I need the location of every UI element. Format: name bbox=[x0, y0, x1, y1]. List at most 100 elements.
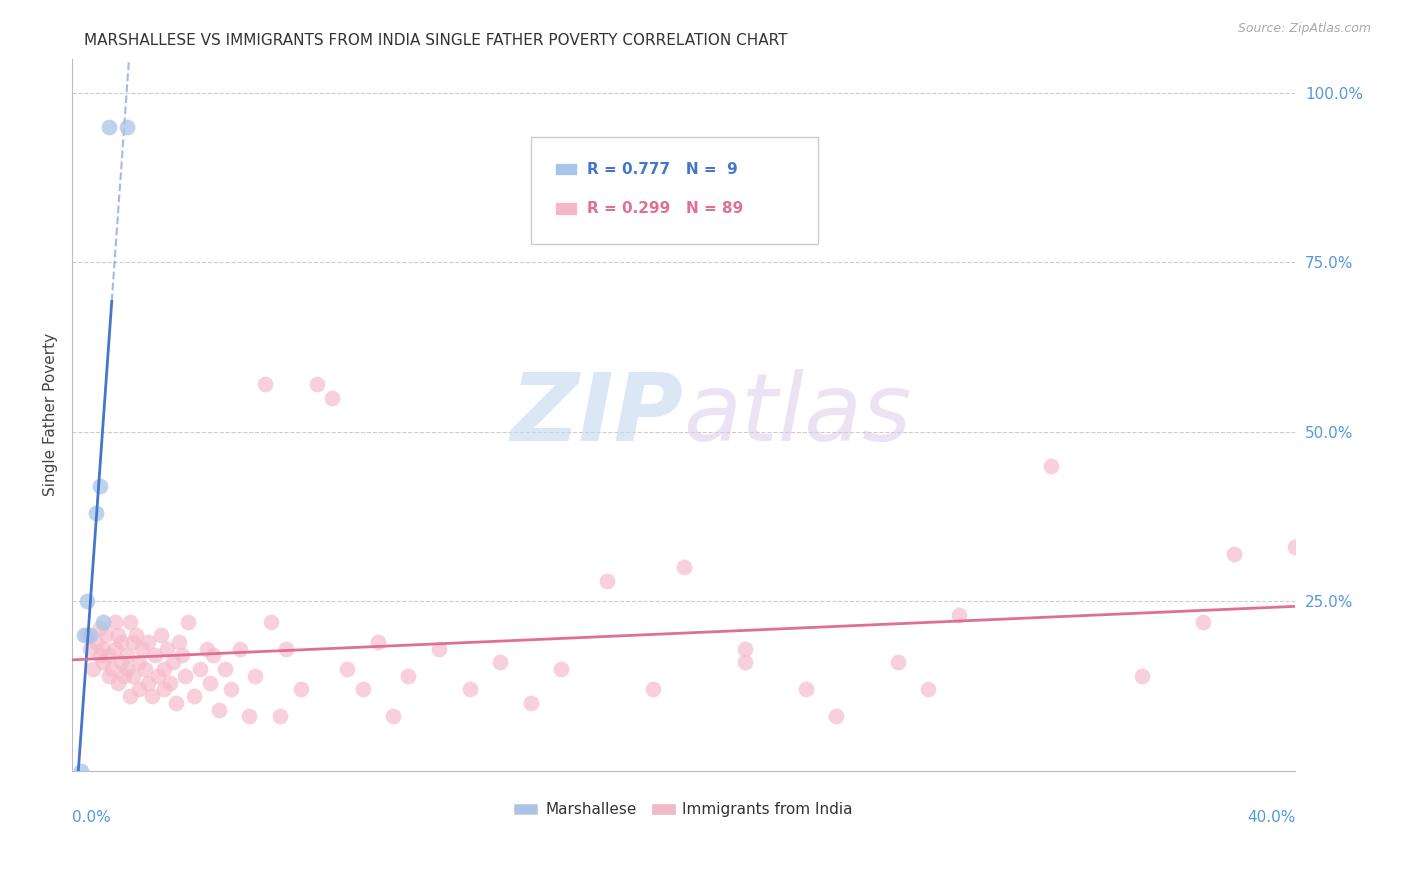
Point bbox=[131, 641, 153, 656]
Point bbox=[104, 641, 127, 656]
Point bbox=[152, 662, 174, 676]
Point bbox=[274, 641, 297, 656]
Text: ZIP: ZIP bbox=[510, 368, 683, 460]
Point bbox=[672, 560, 695, 574]
Point bbox=[596, 574, 619, 588]
Point bbox=[825, 709, 848, 723]
Point bbox=[79, 628, 101, 642]
Point bbox=[167, 635, 190, 649]
Point bbox=[641, 682, 664, 697]
Point bbox=[352, 682, 374, 697]
Point bbox=[917, 682, 939, 697]
Point bbox=[269, 709, 291, 723]
Point bbox=[86, 635, 108, 649]
Point bbox=[89, 621, 111, 635]
Point bbox=[290, 682, 312, 697]
Point bbox=[125, 628, 148, 642]
Point bbox=[91, 615, 114, 629]
Point bbox=[1130, 669, 1153, 683]
Point bbox=[245, 669, 267, 683]
Point bbox=[134, 662, 156, 676]
Point bbox=[165, 696, 187, 710]
Point bbox=[734, 655, 756, 669]
Point bbox=[110, 655, 132, 669]
Text: MARSHALLESE VS IMMIGRANTS FROM INDIA SINGLE FATHER POVERTY CORRELATION CHART: MARSHALLESE VS IMMIGRANTS FROM INDIA SIN… bbox=[84, 33, 787, 48]
Point bbox=[794, 682, 817, 697]
Point bbox=[229, 641, 252, 656]
Point bbox=[146, 669, 169, 683]
Point bbox=[238, 709, 260, 723]
Point bbox=[115, 648, 138, 663]
Point bbox=[253, 377, 276, 392]
Point bbox=[76, 628, 98, 642]
Point bbox=[149, 628, 172, 642]
Text: Source: ZipAtlas.com: Source: ZipAtlas.com bbox=[1237, 22, 1371, 36]
Point bbox=[138, 675, 160, 690]
Point bbox=[156, 641, 179, 656]
Point bbox=[76, 594, 98, 608]
Point bbox=[336, 662, 359, 676]
Point bbox=[91, 641, 114, 656]
Point bbox=[159, 675, 181, 690]
Point bbox=[128, 682, 150, 697]
Point bbox=[260, 615, 283, 629]
Point bbox=[427, 641, 450, 656]
Point bbox=[122, 635, 145, 649]
Point bbox=[177, 615, 200, 629]
Point bbox=[1192, 615, 1215, 629]
Point bbox=[183, 689, 205, 703]
Point bbox=[201, 648, 224, 663]
Point bbox=[305, 377, 328, 392]
Point bbox=[115, 662, 138, 676]
Point bbox=[214, 662, 236, 676]
Point bbox=[107, 628, 129, 642]
Point bbox=[112, 669, 135, 683]
Point bbox=[110, 635, 132, 649]
Point bbox=[198, 675, 221, 690]
Point bbox=[89, 648, 111, 663]
Point bbox=[89, 479, 111, 493]
Point bbox=[115, 120, 138, 134]
Point bbox=[128, 655, 150, 669]
Point bbox=[100, 662, 122, 676]
Point bbox=[70, 764, 93, 778]
Point bbox=[97, 120, 120, 134]
Point bbox=[79, 641, 101, 656]
Point bbox=[321, 391, 343, 405]
Point bbox=[138, 635, 160, 649]
Point bbox=[382, 709, 405, 723]
Point bbox=[91, 655, 114, 669]
Point bbox=[162, 655, 184, 669]
Text: 40.0%: 40.0% bbox=[1247, 810, 1295, 825]
Point bbox=[219, 682, 242, 697]
Point bbox=[122, 669, 145, 683]
Point bbox=[97, 669, 120, 683]
Point bbox=[550, 662, 572, 676]
Bar bbox=[555, 162, 578, 176]
Point bbox=[519, 696, 541, 710]
Point bbox=[143, 648, 166, 663]
Point bbox=[396, 669, 419, 683]
Legend: Marshallese, Immigrants from India: Marshallese, Immigrants from India bbox=[509, 797, 859, 823]
Point bbox=[208, 703, 231, 717]
Point bbox=[1284, 540, 1306, 554]
Point bbox=[734, 641, 756, 656]
Point bbox=[97, 648, 120, 663]
Point bbox=[152, 682, 174, 697]
Y-axis label: Single Father Poverty: Single Father Poverty bbox=[44, 333, 58, 496]
Point bbox=[82, 662, 104, 676]
Point bbox=[94, 628, 117, 642]
Point bbox=[1039, 458, 1062, 473]
Point bbox=[948, 607, 970, 622]
Point bbox=[886, 655, 908, 669]
Point bbox=[104, 615, 127, 629]
Point bbox=[174, 669, 197, 683]
Text: R = 0.777   N =  9: R = 0.777 N = 9 bbox=[586, 161, 738, 177]
Point bbox=[120, 615, 142, 629]
Point bbox=[141, 689, 163, 703]
Point bbox=[73, 628, 96, 642]
Text: R = 0.299   N = 89: R = 0.299 N = 89 bbox=[586, 201, 744, 216]
Text: atlas: atlas bbox=[683, 369, 912, 460]
Point bbox=[489, 655, 512, 669]
Point bbox=[86, 506, 108, 520]
